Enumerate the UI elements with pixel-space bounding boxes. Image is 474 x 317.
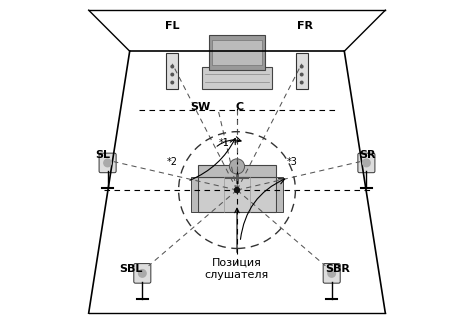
Circle shape <box>301 81 303 84</box>
FancyBboxPatch shape <box>134 264 151 283</box>
Text: SW: SW <box>191 102 211 112</box>
Bar <box>198 165 276 178</box>
Text: C: C <box>236 102 244 112</box>
Bar <box>202 67 272 89</box>
Text: *1: *1 <box>219 138 230 148</box>
Circle shape <box>301 65 303 68</box>
Bar <box>198 178 276 212</box>
FancyBboxPatch shape <box>99 153 116 173</box>
Bar <box>166 53 178 89</box>
Circle shape <box>235 188 239 193</box>
Circle shape <box>104 159 111 167</box>
Circle shape <box>171 81 173 84</box>
Bar <box>275 178 283 212</box>
FancyBboxPatch shape <box>323 264 340 283</box>
Bar <box>296 53 308 89</box>
Bar <box>209 36 265 70</box>
Circle shape <box>171 73 173 76</box>
Bar <box>191 178 199 212</box>
Text: FR: FR <box>297 21 313 31</box>
Bar <box>212 40 262 65</box>
Circle shape <box>138 269 146 277</box>
Text: SR: SR <box>360 150 376 160</box>
FancyBboxPatch shape <box>358 153 375 173</box>
Text: FL: FL <box>165 21 180 31</box>
Text: *3: *3 <box>287 157 298 167</box>
Circle shape <box>328 269 336 277</box>
Text: SBR: SBR <box>326 264 350 274</box>
Text: SL: SL <box>95 150 110 160</box>
Text: *2: *2 <box>167 157 178 167</box>
Circle shape <box>301 73 303 76</box>
Text: SBL: SBL <box>119 264 143 274</box>
Circle shape <box>363 159 370 167</box>
Text: Позиция
слушателя: Позиция слушателя <box>205 208 269 280</box>
Circle shape <box>171 65 173 68</box>
Circle shape <box>229 159 245 174</box>
